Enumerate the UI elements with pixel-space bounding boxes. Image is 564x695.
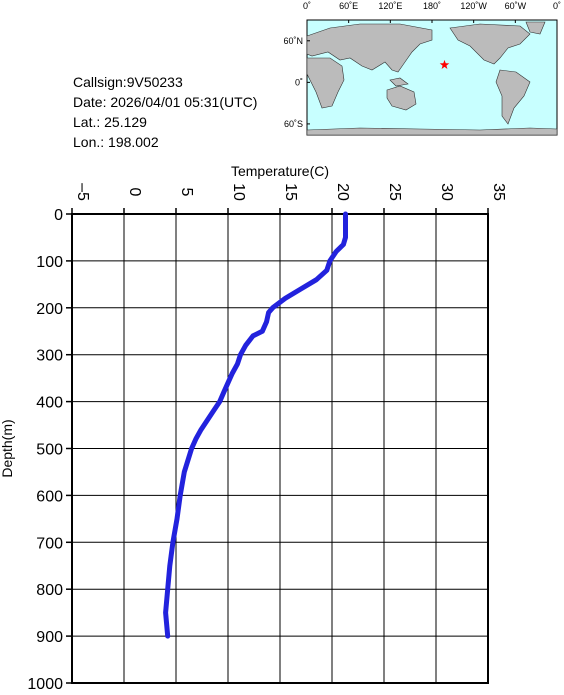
map-x-tick-label: 120˚W xyxy=(460,1,487,11)
map-x-tick-label: 60˚E xyxy=(339,1,358,11)
y-tick-label: 0 xyxy=(54,207,63,224)
x-axis-label: Temperature(C) xyxy=(231,163,329,179)
x-tick-label: 35 xyxy=(490,183,507,201)
map-y-tick-label: 0˚ xyxy=(295,77,303,87)
map-x-tick-label: 0˚ xyxy=(303,1,311,11)
y-tick-label: 900 xyxy=(36,629,63,646)
map-x-tick-label: 60˚W xyxy=(505,1,527,11)
x-tick-label: –5 xyxy=(74,183,91,201)
x-tick-label: 30 xyxy=(438,183,455,201)
map xyxy=(306,19,558,136)
y-tick-label: 300 xyxy=(36,348,63,365)
map-y-tick-label: 60˚N xyxy=(283,36,303,46)
info-line: Lat.: 25.129 xyxy=(73,114,147,130)
x-tick-label: 15 xyxy=(282,183,299,201)
x-tick-label: 10 xyxy=(230,183,247,201)
y-tick-label: 700 xyxy=(36,535,63,552)
map-x-tick-label: 180˚ xyxy=(423,1,441,11)
x-tick-label: 20 xyxy=(334,183,351,201)
profile-line xyxy=(163,211,348,639)
y-tick-label: 400 xyxy=(36,395,63,412)
station-marker xyxy=(439,59,450,69)
y-tick-label: 800 xyxy=(36,582,63,599)
plot-frame xyxy=(71,213,489,684)
map-y-tick-label: 60˚S xyxy=(284,119,303,129)
y-tick-label: 500 xyxy=(36,442,63,459)
y-tick-label: 1000 xyxy=(27,676,63,690)
map-x-tick-label: 120˚E xyxy=(378,1,402,11)
x-tick-label: 5 xyxy=(178,188,195,197)
x-tick-label: 25 xyxy=(386,183,403,201)
x-tick-label: 0 xyxy=(126,188,143,197)
map-x-tick-label: 0˚ xyxy=(553,1,561,11)
info-line: Date: 2026/04/01 05:31(UTC) xyxy=(73,94,257,110)
y-tick-label: 100 xyxy=(36,254,63,271)
y-tick-label: 200 xyxy=(36,301,63,318)
y-axis-label: Depth(m) xyxy=(0,419,15,477)
map-land xyxy=(306,21,558,136)
y-tick-label: 600 xyxy=(36,488,63,505)
info-line: Callsign:9V50233 xyxy=(73,74,183,90)
info-line: Lon.: 198.002 xyxy=(73,134,159,150)
